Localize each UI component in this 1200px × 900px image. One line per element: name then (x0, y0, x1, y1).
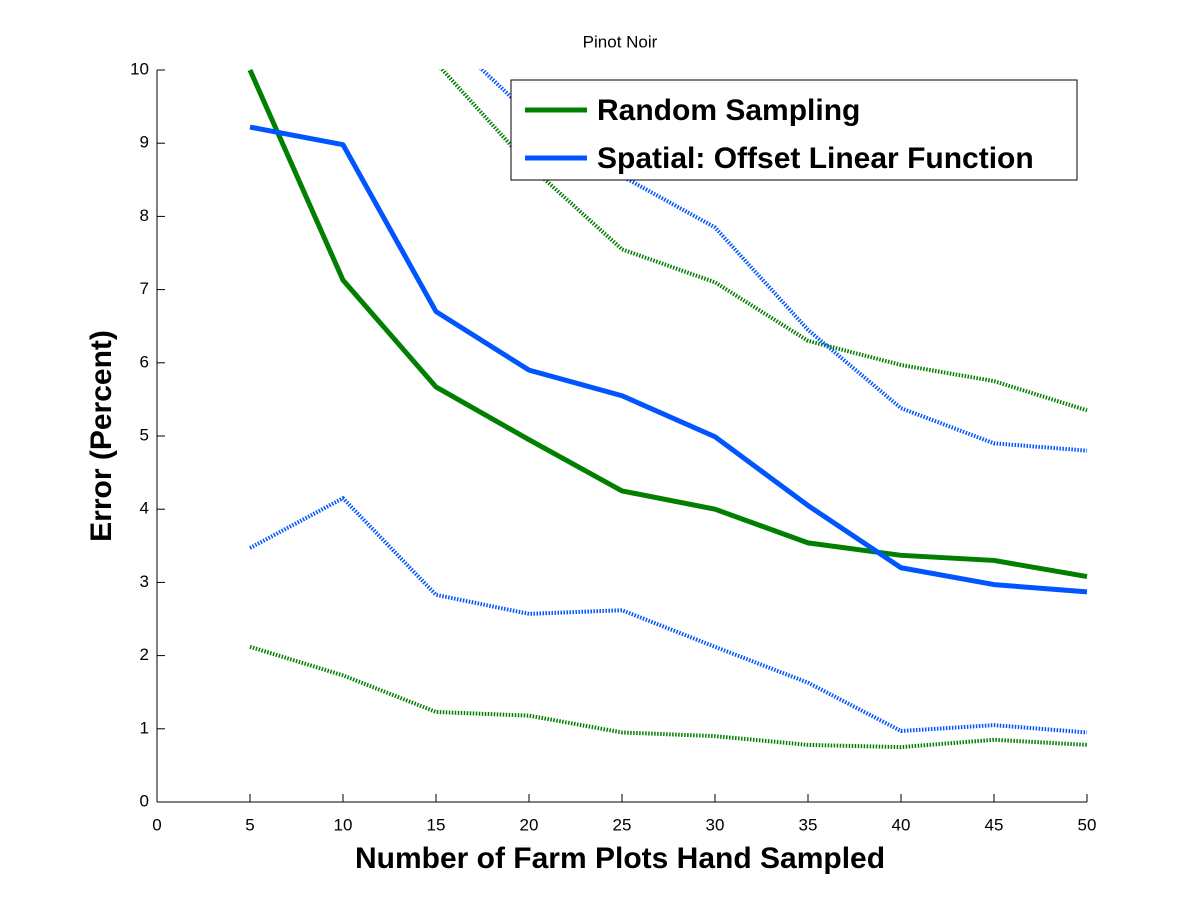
y-tick-label: 5 (140, 425, 149, 444)
series-line (249, 124, 1088, 595)
x-tick-label: 35 (799, 815, 818, 834)
y-tick-label: 6 (140, 352, 149, 371)
x-tick-label: 30 (706, 815, 725, 834)
y-tick-label: 3 (140, 572, 149, 591)
x-tick-label: 15 (427, 815, 446, 834)
chart-title: Pinot Noir (583, 32, 658, 51)
y-tick-label: 0 (140, 791, 149, 810)
legend-box (510, 79, 1078, 181)
bound-line (478, 69, 1088, 453)
x-tick-label: 10 (334, 815, 353, 834)
x-tick-label: 0 (152, 815, 161, 834)
x-axis-label: Number of Farm Plots Hand Sampled (355, 842, 885, 875)
series-line (247, 69, 1088, 580)
x-tick-label: 40 (892, 815, 911, 834)
x-tick-label: 25 (613, 815, 632, 834)
y-tick-label: 2 (140, 645, 149, 664)
y-tick-label: 4 (140, 499, 149, 518)
y-tick-label: 1 (140, 718, 149, 737)
bound-line (249, 644, 1088, 750)
x-tick-label: 45 (985, 815, 1004, 834)
legend-label: Spatial: Offset Linear Function (597, 142, 1034, 175)
y-tick-label: 7 (140, 279, 149, 298)
x-tick-label: 5 (245, 815, 254, 834)
legend-label: Random Sampling (597, 94, 860, 127)
bound-line (249, 496, 1088, 735)
y-tick-label: 10 (130, 59, 149, 78)
y-axis-label: Error (Percent) (85, 330, 118, 542)
x-tick-label: 50 (1078, 815, 1097, 834)
y-tick-label: 9 (140, 133, 149, 152)
y-tick-label: 8 (140, 206, 149, 225)
x-tick-label: 20 (520, 815, 539, 834)
